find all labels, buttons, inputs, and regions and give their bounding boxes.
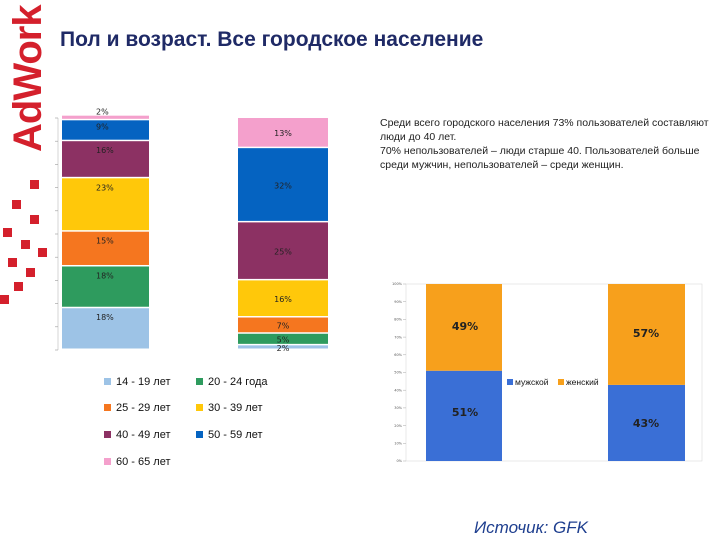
description-text: Среди всего городского населения 73% пол… [380, 116, 710, 172]
age-data-label: 15% [96, 237, 114, 246]
gender-tick-label: 40% [394, 388, 402, 392]
age-bar-segment [238, 280, 328, 317]
age-legend-label: 14 - 19 лет [116, 376, 171, 388]
age-bar-segment [238, 317, 328, 333]
gender-bar-segment [608, 284, 685, 385]
age-legend-swatch [104, 404, 111, 411]
age-bar-segment [238, 333, 328, 344]
age-legend-swatch [104, 378, 111, 385]
age-legend-swatch [104, 458, 111, 465]
logo-bar: AdWork [0, 0, 52, 540]
age-legend-swatch [196, 431, 203, 438]
age-legend-label: 30 - 39 лет [208, 402, 263, 414]
gender-tick-label: 70% [394, 335, 402, 339]
age-bar-segment [238, 118, 328, 147]
description-line-2: 70% непользователей – люди старше 40. По… [380, 145, 700, 171]
logo-decoration [0, 180, 47, 304]
description-line-1: Среди всего городского населения 73% пол… [380, 117, 709, 143]
age-bar-segment [62, 141, 149, 177]
gender-data-label: 49% [452, 320, 478, 333]
gender-tick-label: 30% [394, 406, 402, 410]
age-data-label: 2% [277, 344, 290, 353]
age-data-label: 23% [96, 183, 114, 192]
gender-tick-label: 10% [394, 442, 402, 446]
age-data-label: 2% [96, 108, 109, 117]
age-data-label: 18% [96, 271, 114, 280]
gender-bar-segment [426, 284, 502, 371]
gender-tick-label: 80% [394, 318, 402, 322]
age-legend-swatch [104, 431, 111, 438]
age-data-label: 13% [274, 129, 292, 138]
age-data-label: 18% [96, 313, 114, 322]
gender-data-label: 57% [633, 327, 659, 340]
age-bar-segment [62, 115, 149, 119]
gender-legend-label: женский [566, 377, 599, 387]
age-bar-segment [238, 148, 328, 221]
age-legend-swatch [196, 404, 203, 411]
age-legend-label: 40 - 49 лет [116, 429, 171, 441]
age-bar-segment [62, 231, 149, 265]
pixel-pattern-icon [0, 180, 47, 304]
age-legend-label: 20 - 24 года [208, 376, 268, 388]
gender-tick-label: 100% [392, 282, 403, 286]
age-data-label: 16% [96, 146, 114, 155]
age-data-label: 32% [274, 181, 292, 190]
gender-tick-label: 90% [394, 300, 402, 304]
age-legend-label: 60 - 65 лет [116, 456, 171, 468]
gender-tick-label: 0% [396, 459, 402, 463]
gender-tick-label: 50% [394, 371, 402, 375]
gender-tick-label: 60% [394, 353, 402, 357]
age-data-label: 7% [277, 322, 290, 331]
age-data-label: 9% [96, 123, 109, 132]
age-bar-segment [62, 308, 149, 349]
age-bar-segment [238, 222, 328, 279]
age-bar-segment [62, 266, 149, 307]
age-data-label: 5% [277, 336, 290, 345]
age-bar-segment [62, 178, 149, 231]
gender-bar-segment [608, 384, 685, 461]
source-note: Источик: GFK [474, 518, 588, 537]
age-bar-segment [62, 120, 149, 140]
age-legend-label: 50 - 59 лет [208, 429, 263, 441]
age-data-label: 25% [274, 247, 292, 256]
gender-data-label: 43% [633, 417, 659, 430]
page-title: Пол и возраст. Все городское население [60, 28, 484, 51]
gender-legend-swatch [507, 379, 513, 385]
gender-legend-swatch [558, 379, 564, 385]
gender-legend-label: мужской [515, 377, 549, 387]
gender-bar-segment [426, 370, 502, 461]
age-bar-segment [238, 345, 328, 349]
age-legend-label: 25 - 29 лет [116, 402, 171, 414]
gender-tick-label: 20% [394, 424, 402, 428]
age-data-label: 16% [274, 295, 292, 304]
gender-data-label: 51% [452, 406, 478, 419]
age-legend-swatch [196, 378, 203, 385]
